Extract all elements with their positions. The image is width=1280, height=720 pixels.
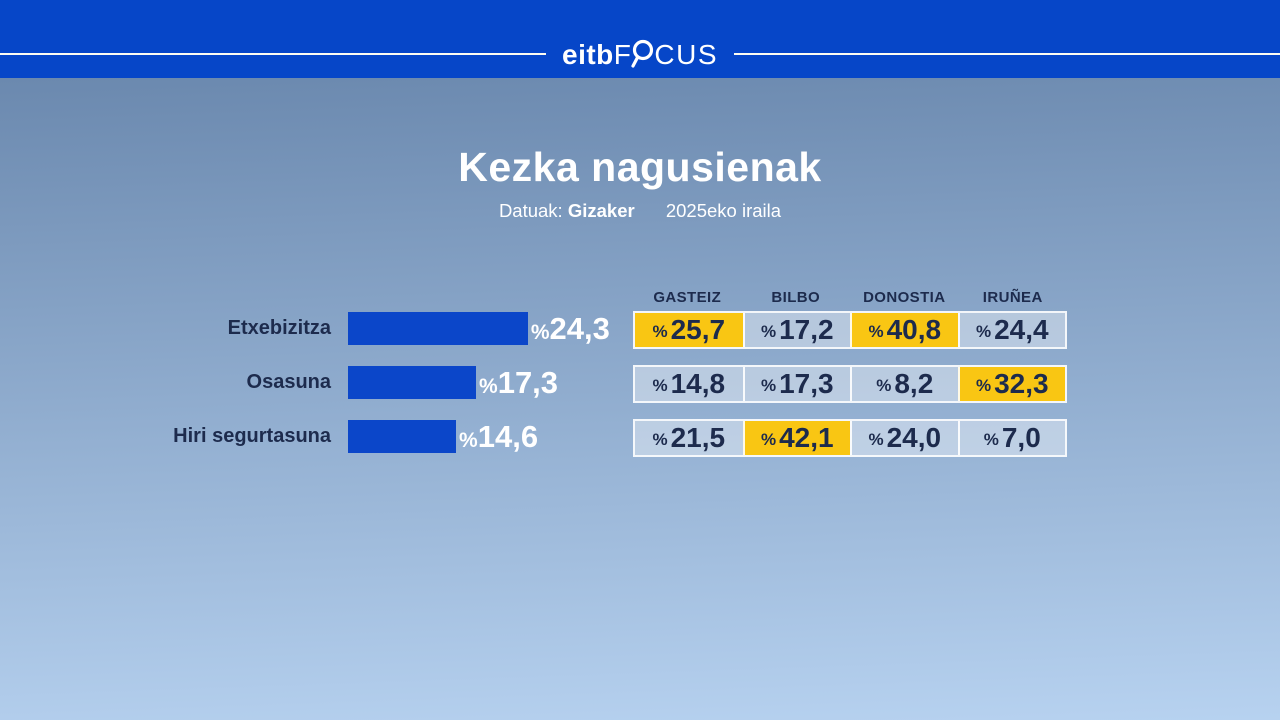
bar-osasuna <box>348 366 477 399</box>
bar-etxebizitza <box>348 312 528 345</box>
table-cell: % 14,8 <box>635 367 743 401</box>
table-cell: % 21,5 <box>635 421 743 455</box>
bar-hiri-segurtasuna <box>348 420 457 453</box>
table-cell: % 17,2 <box>742 313 850 347</box>
percent-sign: % <box>760 376 777 395</box>
bar-value: %17,3 <box>479 365 558 401</box>
table-cell: % 24,4 <box>957 313 1065 347</box>
city-header-irunea: IRUÑEA <box>982 289 1043 306</box>
subtitle-source: Gizaker <box>567 200 635 221</box>
cell-value: 17,3 <box>779 368 834 399</box>
percent-sign: % <box>876 376 892 395</box>
category-label-hiri-segurtasuna: Hiri segurtasuna <box>173 425 331 447</box>
table-cell: % 24,0 <box>850 421 958 455</box>
percent-sign: % <box>652 430 668 449</box>
logo-focus-cus: CUS <box>654 38 719 70</box>
bar-row: %17,3 <box>348 365 558 400</box>
category-label-etxebizitza: Etxebizitza <box>227 317 331 339</box>
bar-value-number: 14,6 <box>477 418 539 454</box>
cell-value: 42,1 <box>779 422 834 453</box>
subtitle-date: 2025eko iraila <box>665 200 782 221</box>
city-header-row: GASTEIZ BILBO DONOSTIA IRUÑEA <box>633 286 1067 310</box>
logo-focus-f: F <box>613 38 633 70</box>
percent-sign: % <box>983 430 999 449</box>
table-cell: % 8,2 <box>850 367 958 401</box>
page-subtitle: Datuak: Gizaker 2025eko iraila <box>0 200 1280 222</box>
magnifier-icon <box>630 39 656 84</box>
percent-sign: % <box>975 322 992 341</box>
percent-sign: % <box>975 376 992 395</box>
percent-sign: % <box>530 320 550 344</box>
cell-value: 21,5 <box>670 422 726 453</box>
eitb-focus-logo: eitb F CUS <box>545 32 735 77</box>
table-cell: % 32,3 <box>957 367 1065 401</box>
table-row: % 14,8 % 17,3 % 8,2 % 32,3 <box>633 365 1067 403</box>
table-row: % 21,5 % 42,1 % 24,0 % 7,0 <box>633 419 1067 457</box>
city-header-donostia: DONOSTIA <box>863 289 946 306</box>
percent-sign: % <box>868 322 884 341</box>
percent-sign: % <box>652 376 668 395</box>
cell-value: 40,8 <box>886 314 942 345</box>
cell-value: 8,2 <box>894 368 934 399</box>
table-cell: % 17,3 <box>742 367 850 401</box>
bar-value: %14,6 <box>459 419 538 455</box>
logo-eitb-text: eitb <box>561 38 614 70</box>
cell-value: 24,4 <box>994 314 1049 345</box>
header-band: eitb F CUS <box>0 0 1280 78</box>
table-cell: % 7,0 <box>957 421 1065 455</box>
category-label-osasuna: Osasuna <box>246 371 331 393</box>
subtitle-datuak-label: Datuak: <box>498 200 563 221</box>
percent-sign: % <box>459 428 478 452</box>
percent-sign: % <box>479 374 498 398</box>
cell-value: 14,8 <box>670 368 726 399</box>
cell-value: 24,0 <box>886 422 942 453</box>
cell-value: 17,2 <box>779 314 834 345</box>
table-row: % 25,7 % 17,2 % 40,8 % 24,4 <box>633 311 1067 349</box>
cell-value: 32,3 <box>994 368 1049 399</box>
table-cell: % 25,7 <box>635 313 743 347</box>
percent-sign: % <box>868 430 884 449</box>
city-header-bilbo: BILBO <box>771 289 821 306</box>
percent-sign: % <box>652 322 668 341</box>
city-header-gasteiz: GASTEIZ <box>653 289 722 306</box>
page-title: Kezka nagusienak <box>458 144 822 190</box>
bar-value: %24,3 <box>531 311 610 347</box>
table-cell: % 40,8 <box>850 313 958 347</box>
cell-value: 7,0 <box>1001 422 1041 453</box>
cell-value: 25,7 <box>670 314 726 345</box>
bar-row: %24,3 <box>348 311 610 346</box>
table-cell: % 42,1 <box>742 421 850 455</box>
bar-value-number: 17,3 <box>497 364 559 400</box>
bar-value-number: 24,3 <box>549 310 610 346</box>
percent-sign: % <box>760 322 777 341</box>
percent-sign: % <box>760 430 777 449</box>
bar-row: %14,6 <box>348 419 538 454</box>
